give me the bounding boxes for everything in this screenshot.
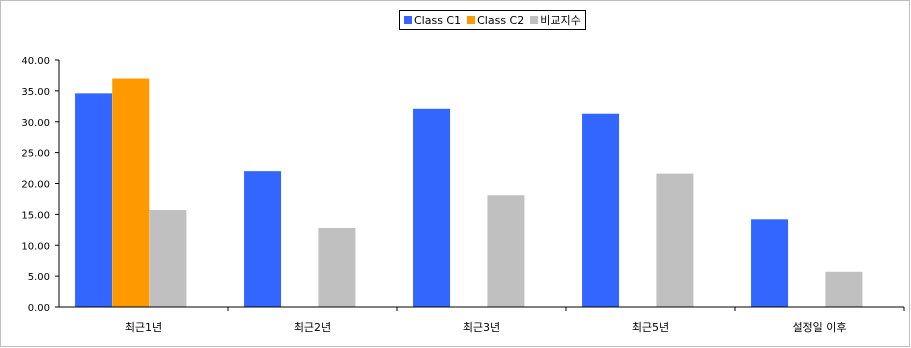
- legend-entry-class-c2: Class C2: [467, 14, 524, 27]
- y-tick-label: 40.00: [21, 56, 50, 67]
- bar-비교지수-1: [318, 227, 356, 307]
- y-tick-label: 10.00: [21, 241, 50, 252]
- legend-swatch-benchmark: [530, 16, 539, 24]
- bar-비교지수-4: [825, 271, 863, 307]
- y-tick-label: 0.00: [28, 303, 50, 314]
- bar-class-c1-0: [75, 93, 113, 307]
- x-tick-label: 최근5년: [632, 321, 669, 334]
- x-tick-label: 최근1년: [125, 321, 162, 334]
- y-tick-label: 30.00: [21, 118, 50, 129]
- x-tick-label: 최근3년: [463, 321, 500, 334]
- bar-class-c1-1: [244, 171, 282, 307]
- bar-비교지수-0: [149, 210, 187, 307]
- x-axis-ticks: 최근1년 최근2년 최근3년 최근5년 설정일 이후: [125, 307, 905, 334]
- bar-비교지수-2: [487, 195, 525, 307]
- legend-swatch-class-c2: [467, 16, 476, 24]
- legend-label-class-c1: Class C1: [414, 13, 462, 27]
- legend-swatch-class-c1: [404, 16, 412, 24]
- legend: Class C1 Class C2 비교지수: [399, 10, 586, 30]
- bar-비교지수-3: [656, 173, 694, 307]
- bar-class-c1-3: [582, 113, 620, 307]
- bars: [75, 78, 863, 308]
- bar-class-c2-0: [112, 78, 150, 308]
- y-tick-label: 25.00: [21, 149, 50, 160]
- x-tick-label: 설정일 이후: [792, 320, 846, 334]
- y-axis-ticks: 0.00 5.00 10.00 15.00 20.00 25.00 30.00 35.00 40…: [21, 56, 59, 314]
- legend-label-class-c2: Class C2: [477, 13, 525, 27]
- bar-class-c1-4: [751, 219, 789, 307]
- legend-label-benchmark: 비교지수: [540, 14, 581, 27]
- x-tick-label: 최근2년: [294, 321, 331, 334]
- y-tick-label: 35.00: [21, 87, 50, 98]
- y-tick-label: 20.00: [21, 180, 50, 191]
- y-tick-label: 15.00: [21, 210, 50, 221]
- legend-entry-class-c1: Class C1: [404, 14, 461, 27]
- y-tick-label: 5.00: [28, 272, 50, 283]
- legend-entry-benchmark: 비교지수: [530, 12, 581, 28]
- bar-class-c1-2: [413, 108, 451, 307]
